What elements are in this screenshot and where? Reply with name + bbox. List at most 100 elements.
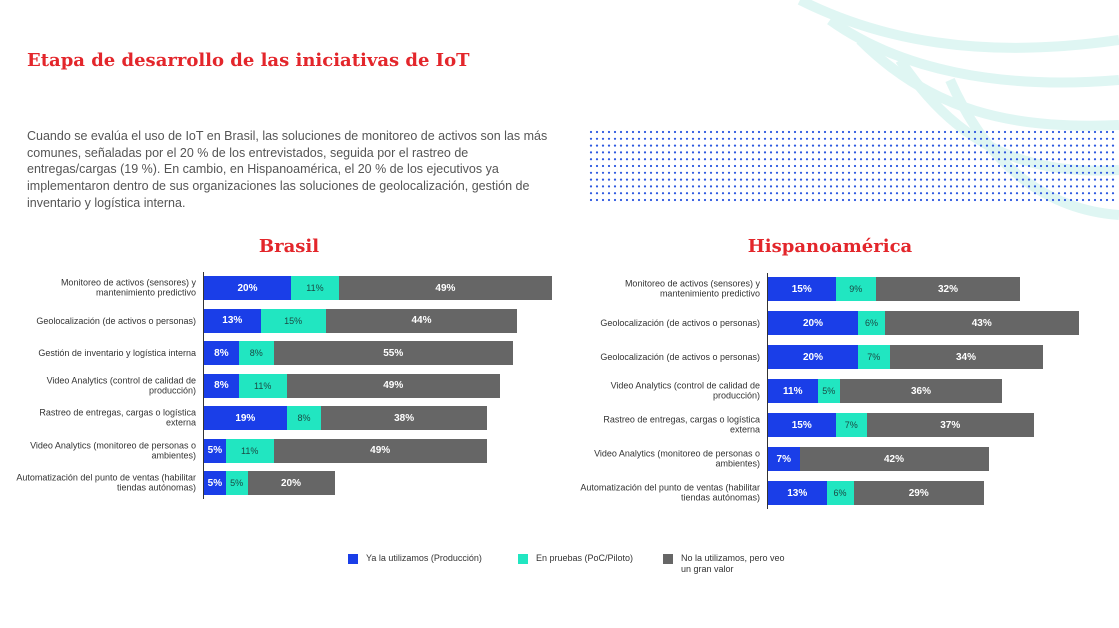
bar-segment-pilot: 7% [835,413,867,437]
data-label: 8% [297,413,311,423]
bar-segment-production: 7% [768,447,800,471]
bar-segment-pilot: 5% [817,379,840,403]
bar-segment-production: 8% [204,341,239,365]
bar-segment-production: 15% [768,277,836,301]
bar-segment-production: 20% [768,311,858,335]
data-label: 11% [240,445,259,456]
data-label: 15% [791,283,812,295]
data-label: 15% [284,315,303,326]
data-label: 37% [940,419,961,431]
data-label: 7% [776,453,791,465]
data-label: 11% [254,380,272,391]
bar-segment-pilot: 8% [238,341,274,365]
bar-segment-production: 11% [768,379,818,403]
bar-segment-pilot: 11% [225,438,274,463]
data-label: 20% [802,317,823,329]
bar-segment-value: 44% [325,308,518,333]
data-label: 42% [883,453,904,465]
bar-segment-production: 20% [768,345,858,369]
data-label: 19% [235,412,256,424]
data-label: 6% [864,318,878,328]
bar-segment-value: 43% [885,311,1079,335]
bar-segment-pilot: 15% [260,308,326,333]
bar-segment-value: 49% [273,438,487,463]
bar-segment-production: 15% [768,413,836,437]
bar-segment-pilot: 6% [858,311,885,335]
data-label: 11% [783,385,803,397]
bar-segment-pilot: 5% [225,471,248,495]
legend-item-pilot: En pruebas (PoC/Piloto) [518,553,633,564]
bar-segment-pilot: 6% [826,481,854,505]
legend-label-pilot: En pruebas (PoC/Piloto) [536,553,634,563]
bar-segment-value: 34% [889,345,1043,369]
bar-segment-production: 13% [204,308,261,333]
legend-label-value: No la utilizamos, pero veo un gran valor [681,553,785,575]
data-label: 5% [207,445,223,456]
data-label: 8% [214,380,229,391]
data-label: 34% [955,351,976,363]
bar-segment-value: 49% [286,373,500,398]
category-label: Video Analytics (control de calidad de p… [46,375,196,396]
chart-title-hispanoamerica: Hispanoamérica [747,236,913,257]
legend-swatch-value [663,554,673,564]
data-label: 6% [833,488,847,498]
category-label: Rastreo de entregas, cargas o logística … [39,407,196,428]
bar-segment-value: 42% [799,447,989,471]
data-label: 29% [908,487,929,499]
bar-segment-pilot: 8% [286,406,322,430]
data-label: 13% [787,487,808,499]
data-label: 49% [383,380,404,391]
category-label: Monitoreo de activos (sensores) y manten… [60,277,196,298]
data-label: 9% [849,284,863,294]
category-label: Automatización del punto de ventas (habi… [580,482,760,503]
data-label: 13% [222,315,243,326]
legend-item-value: No la utilizamos, pero veo un gran valor [663,553,793,576]
category-label: Geolocalización (de activos o personas) [36,315,196,326]
bar-segment-pilot: 11% [291,276,339,300]
category-label: Video Analytics (control de calidad de p… [610,380,760,401]
category-label: Rastreo de entregas, cargas o logística … [603,414,760,435]
data-label: 32% [937,283,958,295]
data-label: 8% [249,348,263,358]
bar-segment-production: 8% [204,373,239,398]
category-label: Geolocalización (de activos o personas) [600,351,760,362]
bar-segment-pilot: 9% [835,277,876,301]
bar-segment-production: 19% [204,406,287,430]
data-label: 5% [230,478,244,488]
category-label: Geolocalización (de activos o personas) [600,317,760,328]
bar-segment-value: 32% [876,277,1020,301]
bar-segment-value: 38% [321,406,487,430]
data-label: 20% [237,282,258,294]
data-label: 55% [383,347,404,359]
bar-segment-production: 13% [768,481,827,505]
bar-segment-value: 55% [273,341,513,365]
data-label: 36% [910,385,931,397]
bar-segment-value: 36% [840,379,1002,403]
data-label: 11% [306,283,324,293]
data-label: 20% [802,351,823,363]
category-label: Video Analytics (monitoreo de personas o… [30,440,196,461]
page-title: Etapa de desarrollo de las iniciativas d… [27,50,470,71]
bar-segment-pilot: 11% [238,373,287,398]
bar-segment-production: 5% [204,471,226,495]
bar-segment-production: 20% [204,276,291,300]
chart-axis-line [767,273,768,509]
data-label: 5% [822,386,836,396]
data-label: 49% [435,282,456,294]
category-label: Gestión de inventario y logística intern… [38,347,196,358]
chart-legend: Ya la utilizamos (Producción) En pruebas… [0,553,1119,593]
data-label: 8% [214,347,229,359]
bar-segment-value: 29% [853,481,984,505]
category-label: Automatización del punto de ventas (habi… [16,472,196,493]
data-label: 7% [844,420,858,430]
bar-segment-value: 20% [247,471,335,495]
data-label: 20% [280,477,301,489]
bar-segment-production: 5% [204,438,226,463]
bar-segment-value: 37% [867,413,1034,437]
data-label: 7% [867,352,881,362]
data-label: 49% [370,445,391,456]
legend-swatch-production [348,554,358,564]
category-label: Video Analytics (monitoreo de personas o… [594,448,760,469]
category-label: Monitoreo de activos (sensores) y manten… [624,278,760,299]
intro-paragraph: Cuando se evalúa el uso de IoT en Brasil… [27,129,548,210]
